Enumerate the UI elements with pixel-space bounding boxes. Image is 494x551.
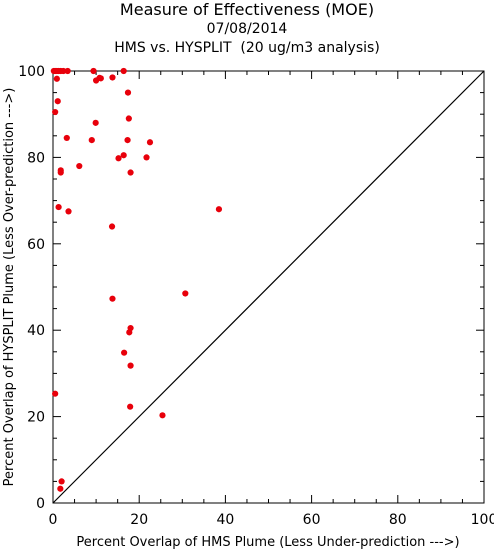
data-point	[182, 290, 189, 297]
x-tick-label: 0	[49, 512, 58, 528]
y-tick-label: 100	[18, 64, 45, 80]
data-point	[109, 74, 116, 81]
data-point	[53, 75, 60, 82]
data-point	[64, 67, 71, 75]
data-point	[124, 137, 131, 144]
chart-analysis-subtitle: HMS vs. HYSPLIT (20 ug/m3 analysis)	[114, 40, 380, 56]
x-tick-label: 40	[216, 512, 234, 528]
x-tick-label: 100	[471, 512, 494, 528]
data-point	[76, 162, 83, 170]
y-tick-label: 40	[27, 323, 45, 339]
plot-frame	[52, 70, 485, 504]
y-tick-label: 60	[27, 237, 45, 253]
data-point	[159, 412, 166, 419]
data-point	[52, 108, 59, 116]
data-point	[52, 390, 59, 397]
data-point	[108, 223, 116, 230]
data-point	[88, 137, 95, 144]
one-to-one-reference-line	[52, 70, 485, 504]
data-point	[115, 155, 122, 162]
y-axis-label: Percent Overlap of HYSPLIT Plume (Less O…	[2, 88, 17, 487]
chart-title: Measure of Effectiveness (MOE)	[119, 0, 375, 19]
data-point	[215, 206, 223, 213]
data-point	[55, 203, 62, 211]
data-point	[121, 349, 128, 356]
data-point	[124, 89, 132, 96]
data-point	[127, 169, 134, 176]
data-point	[125, 115, 132, 122]
chart-date: 07/08/2014	[206, 21, 288, 37]
data-point	[146, 139, 154, 146]
data-point	[90, 67, 97, 75]
data-point	[54, 98, 61, 105]
data-point	[143, 154, 150, 161]
data-point	[63, 134, 70, 142]
data-point	[60, 67, 67, 75]
data-point	[97, 75, 104, 82]
data-point	[127, 403, 134, 410]
data-point	[120, 152, 127, 159]
data-point	[127, 362, 134, 369]
y-tick-label: 80	[27, 150, 45, 166]
data-point	[92, 119, 99, 126]
data-point	[57, 169, 64, 176]
x-tick-label: 80	[389, 512, 407, 528]
x-tick-label: 20	[130, 512, 148, 528]
data-point	[126, 329, 133, 336]
data-point	[65, 208, 72, 215]
y-tick-label: 20	[27, 410, 45, 426]
data-point	[58, 478, 65, 485]
x-tick-label: 60	[303, 512, 321, 528]
data-point	[120, 67, 127, 75]
y-tick-label: 0	[36, 496, 45, 512]
data-point	[109, 295, 116, 302]
data-point	[57, 485, 64, 492]
x-axis-label: Percent Overlap of HMS Plume (Less Under…	[76, 535, 459, 550]
